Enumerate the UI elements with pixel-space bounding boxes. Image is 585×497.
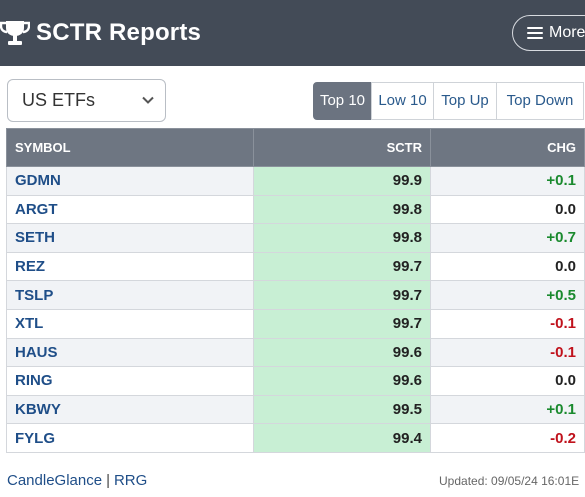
report-tabs: Top 10 Low 10 Top Up Top Down (313, 82, 585, 120)
sctr-value: 99.6 (253, 337, 431, 368)
footer-links: CandleGlance | RRG (7, 472, 147, 489)
symbol-link[interactable]: ARGT (6, 194, 254, 225)
column-header-sctr[interactable]: SCTR (253, 128, 431, 167)
chg-value: 0.0 (430, 194, 585, 225)
table-row: TSLP 99.7 +0.5 (6, 280, 585, 310)
sctr-value: 99.6 (253, 366, 431, 396)
table-row: HAUS 99.6 -0.1 (6, 337, 585, 368)
symbol-link[interactable]: RING (6, 366, 254, 396)
sctr-value: 99.4 (253, 423, 431, 453)
tab-top-down[interactable]: Top Down (496, 82, 584, 120)
sctr-value: 99.8 (253, 223, 431, 253)
sctr-value: 99.5 (253, 394, 431, 425)
chg-value: 0.0 (430, 366, 585, 396)
chg-value: -0.1 (430, 308, 585, 339)
hamburger-icon (527, 27, 543, 39)
app-header: SCTR Reports More (0, 0, 585, 66)
page-title: SCTR Reports (36, 19, 202, 46)
chg-value: +0.1 (430, 394, 585, 425)
tab-low-10[interactable]: Low 10 (371, 82, 434, 120)
chg-value: 0.0 (430, 251, 585, 282)
chg-value: -0.2 (430, 423, 585, 453)
symbol-link[interactable]: XTL (6, 308, 254, 339)
table-row: GDMN 99.9 +0.1 (6, 166, 585, 196)
chg-value: +0.7 (430, 223, 585, 253)
table-row: XTL 99.7 -0.1 (6, 308, 585, 339)
market-select[interactable]: US ETFs (7, 79, 166, 122)
symbol-link[interactable]: KBWY (6, 394, 254, 425)
table-row: ARGT 99.8 0.0 (6, 194, 585, 225)
symbol-link[interactable]: TSLP (6, 280, 254, 310)
more-menu-button[interactable]: More (512, 15, 585, 51)
more-label: More (549, 24, 585, 41)
sctr-value: 99.7 (253, 280, 431, 310)
trophy-icon (0, 21, 30, 45)
sctr-value: 99.7 (253, 251, 431, 282)
chg-value: +0.1 (430, 166, 585, 196)
candleglance-link[interactable]: CandleGlance (7, 472, 103, 489)
table-row: KBWY 99.5 +0.1 (6, 394, 585, 425)
footer-separator: | (106, 472, 110, 489)
tab-top-10[interactable]: Top 10 (313, 82, 372, 120)
sctr-value: 99.9 (253, 166, 431, 196)
chg-value: -0.1 (430, 337, 585, 368)
sctr-value: 99.7 (253, 308, 431, 339)
symbol-link[interactable]: FYLG (6, 423, 254, 453)
table-row: RING 99.6 0.0 (6, 366, 585, 396)
rrg-link[interactable]: RRG (113, 472, 148, 489)
symbol-link[interactable]: REZ (6, 251, 254, 282)
updated-timestamp: Updated: 09/05/24 16:01E (439, 474, 580, 488)
column-header-chg[interactable]: CHG (430, 128, 585, 167)
chevron-down-icon (142, 96, 154, 104)
market-select-value: US ETFs (22, 90, 96, 110)
tab-top-up[interactable]: Top Up (433, 82, 497, 120)
symbol-link[interactable]: GDMN (6, 166, 254, 196)
table-row: SETH 99.8 +0.7 (6, 223, 585, 253)
symbol-link[interactable]: SETH (6, 223, 254, 253)
sctr-table: SYMBOL SCTR CHG GDMN 99.9 +0.1 ARGT 99.8 0.0 S… (6, 128, 585, 453)
chg-value: +0.5 (430, 280, 585, 310)
symbol-link[interactable]: HAUS (6, 337, 254, 368)
table-header-row: SYMBOL SCTR CHG (6, 128, 585, 167)
sctr-value: 99.8 (253, 194, 431, 225)
table-row: REZ 99.7 0.0 (6, 251, 585, 282)
table-row: FYLG 99.4 -0.2 (6, 423, 585, 453)
column-header-symbol[interactable]: SYMBOL (6, 128, 254, 167)
